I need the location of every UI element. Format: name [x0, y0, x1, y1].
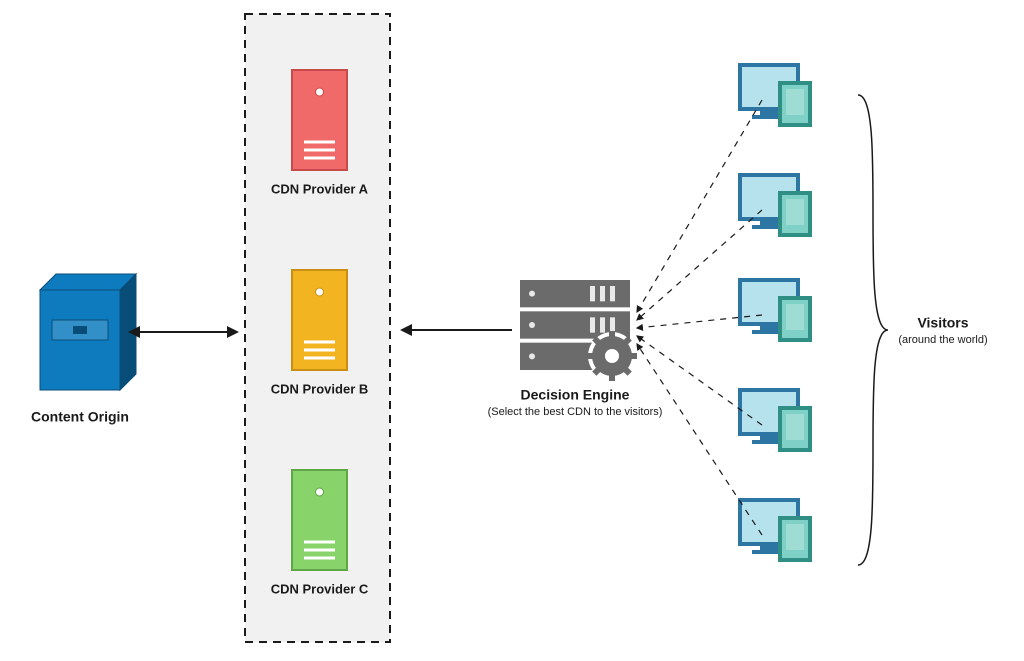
visitor-node — [740, 500, 810, 560]
decision-engine-title: Decision Engine — [521, 387, 630, 403]
architecture-diagram: Content Origin CDN Provider A CDN Provider… — [0, 0, 1024, 661]
visitor-node — [740, 175, 810, 235]
content-origin-label: Content Origin — [31, 409, 129, 425]
decision-engine-node: Decision Engine (Select the best CDN to t… — [488, 280, 663, 418]
visitors-brace — [858, 95, 888, 565]
visitors-title: Visitors — [917, 315, 968, 331]
cdn-provider-label: CDN Provider A — [271, 181, 369, 196]
visitors-subtitle: (around the world) — [898, 334, 987, 346]
visitor-node — [740, 65, 810, 125]
content-origin-node: Content Origin — [31, 274, 136, 425]
cdn-provider-label: CDN Provider C — [271, 581, 369, 596]
visitor-node — [740, 390, 810, 450]
arrow-visitor-engine — [637, 344, 762, 535]
decision-engine-subtitle: (Select the best CDN to the visitors) — [488, 406, 663, 418]
cdn-provider-label: CDN Provider B — [271, 381, 369, 396]
visitor-node — [740, 280, 810, 340]
